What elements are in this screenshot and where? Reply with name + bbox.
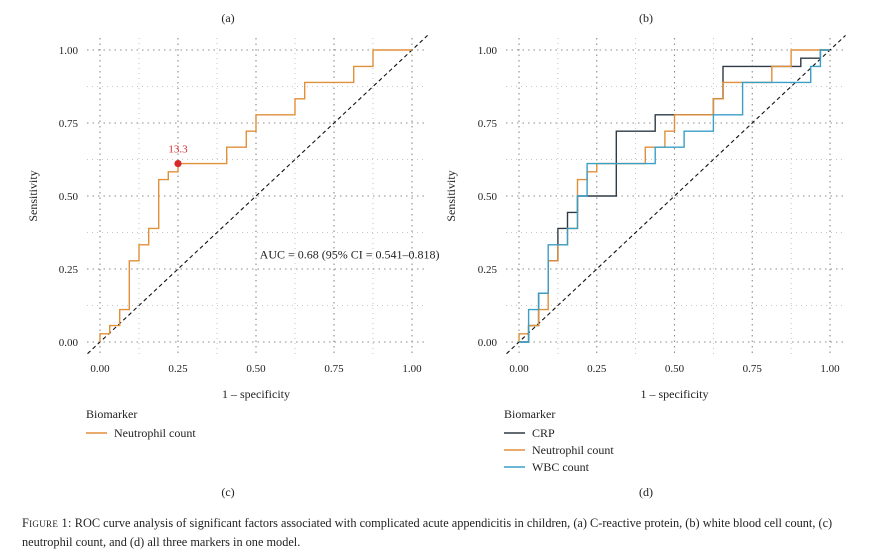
cutoff-point-label: 13.3 xyxy=(168,144,188,156)
x-tick-label: 1.00 xyxy=(820,363,840,375)
x-axis-label: 1 – specificity xyxy=(222,387,290,401)
x-tick-label: 0.00 xyxy=(90,363,110,375)
y-tick-label: 0.25 xyxy=(59,264,79,276)
legend-entry: Neutrophil count xyxy=(532,443,614,457)
cutoff-point xyxy=(174,159,182,168)
caption-label: Figure 1: xyxy=(22,516,72,530)
auc-annotation: AUC = 0.68 (95% CI = 0.541–0.818) xyxy=(260,247,440,261)
x-axis-label: 1 – specificity xyxy=(641,387,709,401)
x-tick-label: 0.50 xyxy=(665,363,685,375)
y-axis-label: Sensitivity xyxy=(26,170,40,221)
y-tick-label: 0.00 xyxy=(478,337,498,349)
figure-caption: Figure 1: ROC curve analysis of signific… xyxy=(22,514,867,552)
x-tick-label: 1.00 xyxy=(402,363,422,375)
panel-label-bottom: (c) xyxy=(221,485,234,499)
x-tick-label: 0.25 xyxy=(587,363,607,375)
y-tick-label: 1.00 xyxy=(478,45,498,57)
roc-figure: 0.00 0.25 0.50 0.75 1.00 0.00 0.25 0.50 0.75 1.00… xyxy=(26,11,846,499)
grid-lines xyxy=(506,38,843,354)
x-tick-label: 0.50 xyxy=(246,363,266,375)
x-tick-label: 0.75 xyxy=(743,363,763,375)
legend: Biomarker Neutrophil count xyxy=(86,407,196,440)
legend-title: Biomarker xyxy=(504,407,555,421)
diagonal-reference-line xyxy=(506,34,846,355)
caption-text: ROC curve analysis of significant factor… xyxy=(22,516,833,549)
panel-label-bottom: (d) xyxy=(639,485,653,499)
legend-title: Biomarker xyxy=(86,407,137,421)
roc-curve-neutrophil-count xyxy=(99,49,412,342)
y-tick-label: 0.75 xyxy=(59,118,79,130)
y-tick-label: 0.50 xyxy=(59,191,79,203)
y-tick-label: 1.00 xyxy=(59,45,79,57)
grid-lines xyxy=(87,38,425,354)
legend-entry: WBC count xyxy=(532,460,590,474)
x-tick-label: 0.00 xyxy=(509,363,529,375)
chart-panel-2: 0.00 0.25 0.50 0.75 1.00 0.00 0.25 0.50 0.75 1.00… xyxy=(444,11,846,499)
panel-label-top: (b) xyxy=(639,11,653,25)
y-tick-label: 0.25 xyxy=(478,264,498,276)
legend-entry: Neutrophil count xyxy=(114,426,196,440)
x-tick-label: 0.75 xyxy=(324,363,344,375)
y-tick-label: 0.00 xyxy=(59,337,79,349)
chart-panel-1: 0.00 0.25 0.50 0.75 1.00 0.00 0.25 0.50 0.75 1.00… xyxy=(26,11,440,499)
y-tick-label: 0.50 xyxy=(478,191,498,203)
y-axis-label: Sensitivity xyxy=(444,170,458,221)
y-tick-label: 0.75 xyxy=(478,118,498,130)
diagonal-reference-line xyxy=(87,34,428,355)
x-tick-label: 0.25 xyxy=(168,363,188,375)
roc-curve-wbc-count xyxy=(519,49,830,343)
panel-label-top: (a) xyxy=(221,11,234,25)
legend: Biomarker CRP Neutrophil count WBC count xyxy=(504,407,614,474)
legend-entry: CRP xyxy=(532,426,555,440)
